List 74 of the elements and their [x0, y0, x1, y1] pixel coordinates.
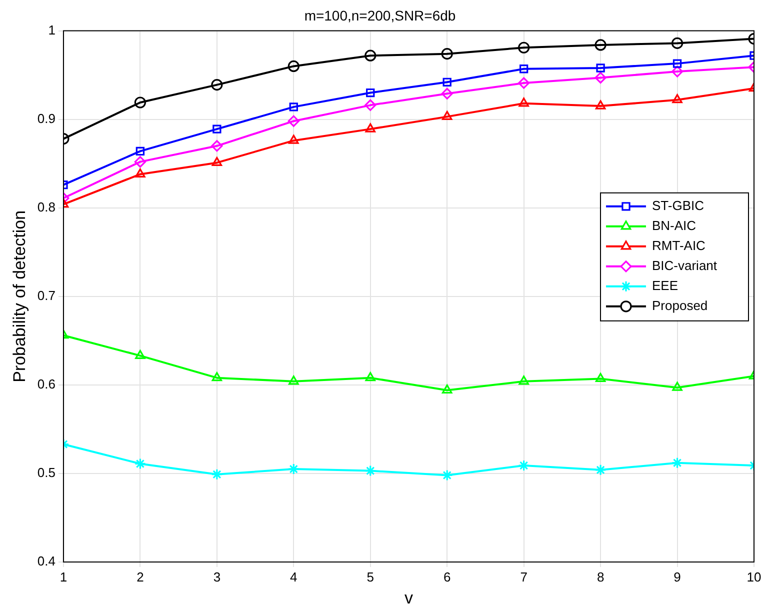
y-axis-title: Probability of detection [10, 210, 29, 382]
y-tick-label: 0.4 [37, 554, 56, 569]
point [364, 465, 376, 477]
y-tick-label: 0.5 [37, 465, 56, 480]
point [518, 42, 530, 54]
legend-label: ST-GBIC [652, 198, 704, 213]
point [441, 88, 453, 100]
x-tick-label: 4 [290, 569, 298, 584]
point [289, 102, 298, 112]
x-tick-label: 1 [60, 569, 68, 584]
point [288, 60, 300, 72]
point [212, 124, 222, 134]
legend-label: Proposed [652, 298, 708, 313]
point [672, 382, 682, 391]
point [135, 168, 146, 178]
point [672, 59, 682, 68]
point [135, 350, 146, 360]
y-tick-label: 0.9 [37, 110, 56, 126]
point [134, 96, 146, 108]
chart-title: m=100,n=200,SNR=6db [304, 7, 456, 24]
point [518, 98, 529, 107]
point [595, 372, 606, 382]
legend-label: EEE [652, 278, 678, 293]
x-tick-label: 7 [520, 569, 528, 584]
point [288, 463, 300, 475]
point [518, 460, 530, 472]
point [366, 88, 375, 98]
x-tick-label: 6 [443, 569, 451, 584]
point [288, 376, 299, 385]
x-tick-label: 5 [366, 569, 374, 584]
point [134, 156, 146, 168]
point [134, 458, 146, 470]
x-axis-title: v [404, 588, 414, 608]
point [365, 372, 376, 382]
point [212, 156, 222, 166]
y-tick-label: 0.8 [37, 199, 56, 214]
point [671, 66, 684, 78]
x-tick-label: 3 [213, 569, 221, 584]
point [442, 110, 452, 120]
y-tick-label: 0.6 [37, 376, 56, 392]
point [594, 39, 606, 51]
point [442, 384, 452, 394]
point [211, 140, 223, 152]
point [671, 37, 684, 49]
point [288, 134, 299, 144]
x-tick-label: 10 [746, 569, 762, 584]
point [594, 72, 606, 84]
legend-label: RMT-AIC [652, 238, 706, 253]
point [365, 123, 376, 132]
point [596, 64, 605, 72]
x-tick-label: 8 [596, 569, 604, 584]
point [441, 469, 453, 482]
point [364, 50, 376, 62]
y-tick-label: 1 [48, 22, 56, 38]
point [288, 115, 300, 127]
point [518, 376, 529, 385]
point [211, 468, 223, 480]
point [595, 100, 606, 110]
y-tick-label: 0.7 [37, 288, 56, 303]
point [672, 94, 682, 104]
point [671, 457, 684, 469]
point [519, 64, 528, 74]
point [441, 48, 453, 60]
point [518, 77, 530, 89]
point [442, 78, 452, 86]
x-tick-label: 2 [136, 569, 144, 584]
point [212, 372, 222, 382]
point [364, 99, 376, 111]
x-tick-label: 9 [674, 569, 681, 584]
legend-label: BN-AIC [652, 218, 696, 233]
point [211, 79, 223, 91]
legend-label: BIC-variant [652, 258, 718, 273]
point [594, 464, 606, 476]
point [136, 146, 145, 156]
